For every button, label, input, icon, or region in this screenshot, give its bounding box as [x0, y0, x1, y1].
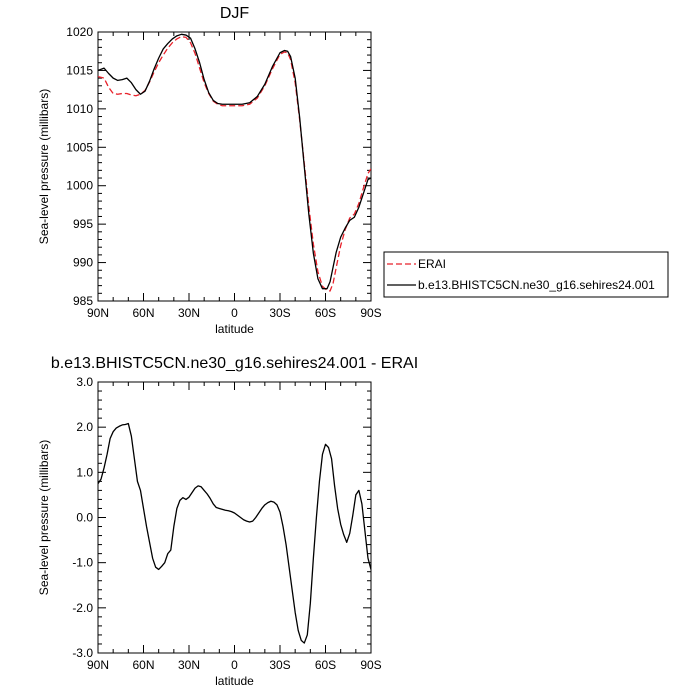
x-tick-label: 30S [269, 306, 290, 320]
legend-label: ERAI [418, 257, 446, 271]
y-tick-label: -1.0 [72, 556, 93, 570]
y-tick-label: 1015 [66, 63, 93, 77]
x-tick-label: 90N [87, 658, 109, 672]
y-tick-label: -2.0 [72, 601, 93, 615]
legend: ERAI b.e13.BHISTC5CN.ne30_g16.sehires24.0… [383, 251, 669, 298]
plot-frame [97, 31, 372, 302]
plot-frame [97, 381, 372, 654]
x-tick-label: 90S [360, 658, 381, 672]
x-tick-label: 30N [178, 306, 200, 320]
y-tick-label: 1005 [66, 140, 93, 154]
x-tick-label: 90N [87, 306, 109, 320]
x-tick-label: 0 [231, 658, 238, 672]
chart-2: b.e13.BHISTC5CN.ne30_g16.sehires24.001 -… [37, 355, 418, 688]
chart-title: b.e13.BHISTC5CN.ne30_g16.sehires24.001 -… [51, 355, 418, 372]
y-tick-label: 995 [73, 217, 93, 231]
chart-title: DJF [220, 5, 250, 22]
y-tick-label: 3.0 [76, 375, 93, 389]
legend-label: b.e13.BHISTC5CN.ne30_g16.sehires24.001 [418, 278, 655, 292]
x-tick-label: 0 [231, 306, 238, 320]
y-tick-label: 1020 [66, 25, 93, 39]
y-tick-label: 2.0 [76, 420, 93, 434]
x-tick-label: 60S [315, 306, 336, 320]
y-tick-label: 0.0 [76, 511, 93, 525]
y-axis-label: Sea-level pressure (millibars) [37, 89, 51, 244]
x-tick-label: 30N [178, 658, 200, 672]
x-tick-label: 60N [132, 306, 154, 320]
y-tick-label: 1000 [66, 179, 93, 193]
legend-box [383, 251, 669, 298]
x-tick-label: 60N [132, 658, 154, 672]
chart-1: DJF 90N 60N 30N 0 30S 60S 90S 985 990 995 1000 1005 1… [37, 5, 669, 336]
y-axis-label: Sea-level pressure (millibars) [37, 440, 51, 595]
x-axis-label: latitude [215, 322, 254, 336]
y-tick-label: 1.0 [76, 465, 93, 479]
series-line-difference [98, 422, 371, 644]
x-tick-label: 60S [315, 658, 336, 672]
series-line-erai [98, 35, 371, 292]
x-axis-label: latitude [215, 674, 254, 688]
y-tick-label: 1010 [66, 102, 93, 116]
y-tick-label: 990 [73, 256, 93, 270]
x-tick-label: 30S [269, 658, 290, 672]
y-tick-label: -3.0 [72, 646, 93, 660]
y-tick-label: 985 [73, 294, 93, 308]
x-tick-label: 90S [360, 306, 381, 320]
series-line-model [98, 33, 371, 290]
